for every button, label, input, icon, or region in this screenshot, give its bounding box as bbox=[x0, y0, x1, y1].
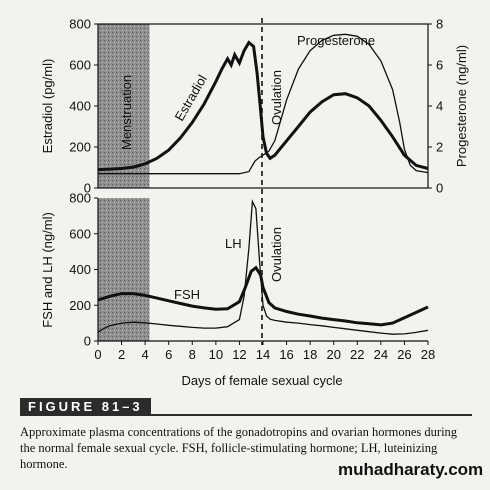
estradiol-line bbox=[97, 40, 429, 172]
tick-label: 18 bbox=[303, 347, 317, 362]
figure-number: FIGURE 81–3 bbox=[20, 398, 151, 415]
tick-label: 4 bbox=[436, 99, 443, 114]
tick-label: 4 bbox=[142, 347, 149, 362]
tick-label: 6 bbox=[436, 58, 443, 73]
fsh-label: FSH bbox=[174, 287, 200, 302]
tick-label: 8 bbox=[189, 347, 196, 362]
menstruation-band-bottom bbox=[98, 198, 150, 341]
tick-label: 800 bbox=[69, 17, 91, 32]
watermark-text: muhadharaty.com bbox=[338, 460, 484, 479]
tick-label: 28 bbox=[421, 347, 435, 362]
progesterone-line bbox=[98, 33, 429, 175]
estradiol-label: Estradiol bbox=[172, 72, 210, 123]
fsh-lh-axis-label: FSH and LH (ng/ml) bbox=[40, 212, 55, 328]
menstruation-band-top bbox=[98, 24, 150, 188]
tick-label: 2 bbox=[118, 347, 125, 362]
tick-label: 24 bbox=[374, 347, 388, 362]
tick-label: 0 bbox=[436, 181, 443, 196]
tick-label: 200 bbox=[69, 298, 91, 313]
estradiol-axis-label: Estradiol (pg/ml) bbox=[40, 59, 55, 154]
tick-label: 800 bbox=[69, 191, 91, 206]
top-left-ticks: 0 200 400 600 800 bbox=[69, 17, 98, 196]
menstruation-label: Menstruation bbox=[119, 75, 134, 150]
progesterone-label: Progesterone bbox=[297, 33, 375, 48]
tick-label: 400 bbox=[69, 99, 91, 114]
x-axis-label: Days of female sexual cycle bbox=[181, 373, 342, 388]
tick-label: 600 bbox=[69, 226, 91, 241]
figure-caption: Approximate plasma concentrations of the… bbox=[20, 425, 458, 471]
ovulation-label-bottom: Ovulation bbox=[269, 227, 284, 282]
tick-label: 6 bbox=[165, 347, 172, 362]
tick-label: 16 bbox=[279, 347, 293, 362]
lh-label: LH bbox=[225, 236, 242, 251]
tick-label: 14 bbox=[256, 347, 270, 362]
tick-label: 400 bbox=[69, 262, 91, 277]
tick-label: 200 bbox=[69, 140, 91, 155]
tick-label: 0 bbox=[94, 347, 101, 362]
figure-rule bbox=[20, 414, 472, 416]
tick-label: 10 bbox=[209, 347, 223, 362]
tick-label: 26 bbox=[397, 347, 411, 362]
tick-label: 12 bbox=[232, 347, 246, 362]
tick-label: 22 bbox=[350, 347, 364, 362]
lh-line bbox=[97, 199, 429, 335]
tick-label: 8 bbox=[436, 17, 443, 32]
tick-label: 0 bbox=[84, 181, 91, 196]
tick-label: 20 bbox=[326, 347, 340, 362]
tick-label: 0 bbox=[84, 334, 91, 349]
bottom-left-ticks: 0 200 400 600 800 bbox=[69, 191, 98, 349]
tick-label: 2 bbox=[436, 140, 443, 155]
x-axis-ticks: 0 2 4 6 8 10 12 14 16 18 20 22 24 26 28 bbox=[94, 341, 435, 362]
progesterone-axis-label: Progesterone (ng/ml) bbox=[454, 45, 469, 167]
ovulation-label-top: Ovulation bbox=[269, 70, 284, 125]
tick-label: 600 bbox=[69, 58, 91, 73]
top-right-ticks: 0 2 4 6 8 bbox=[428, 17, 443, 196]
